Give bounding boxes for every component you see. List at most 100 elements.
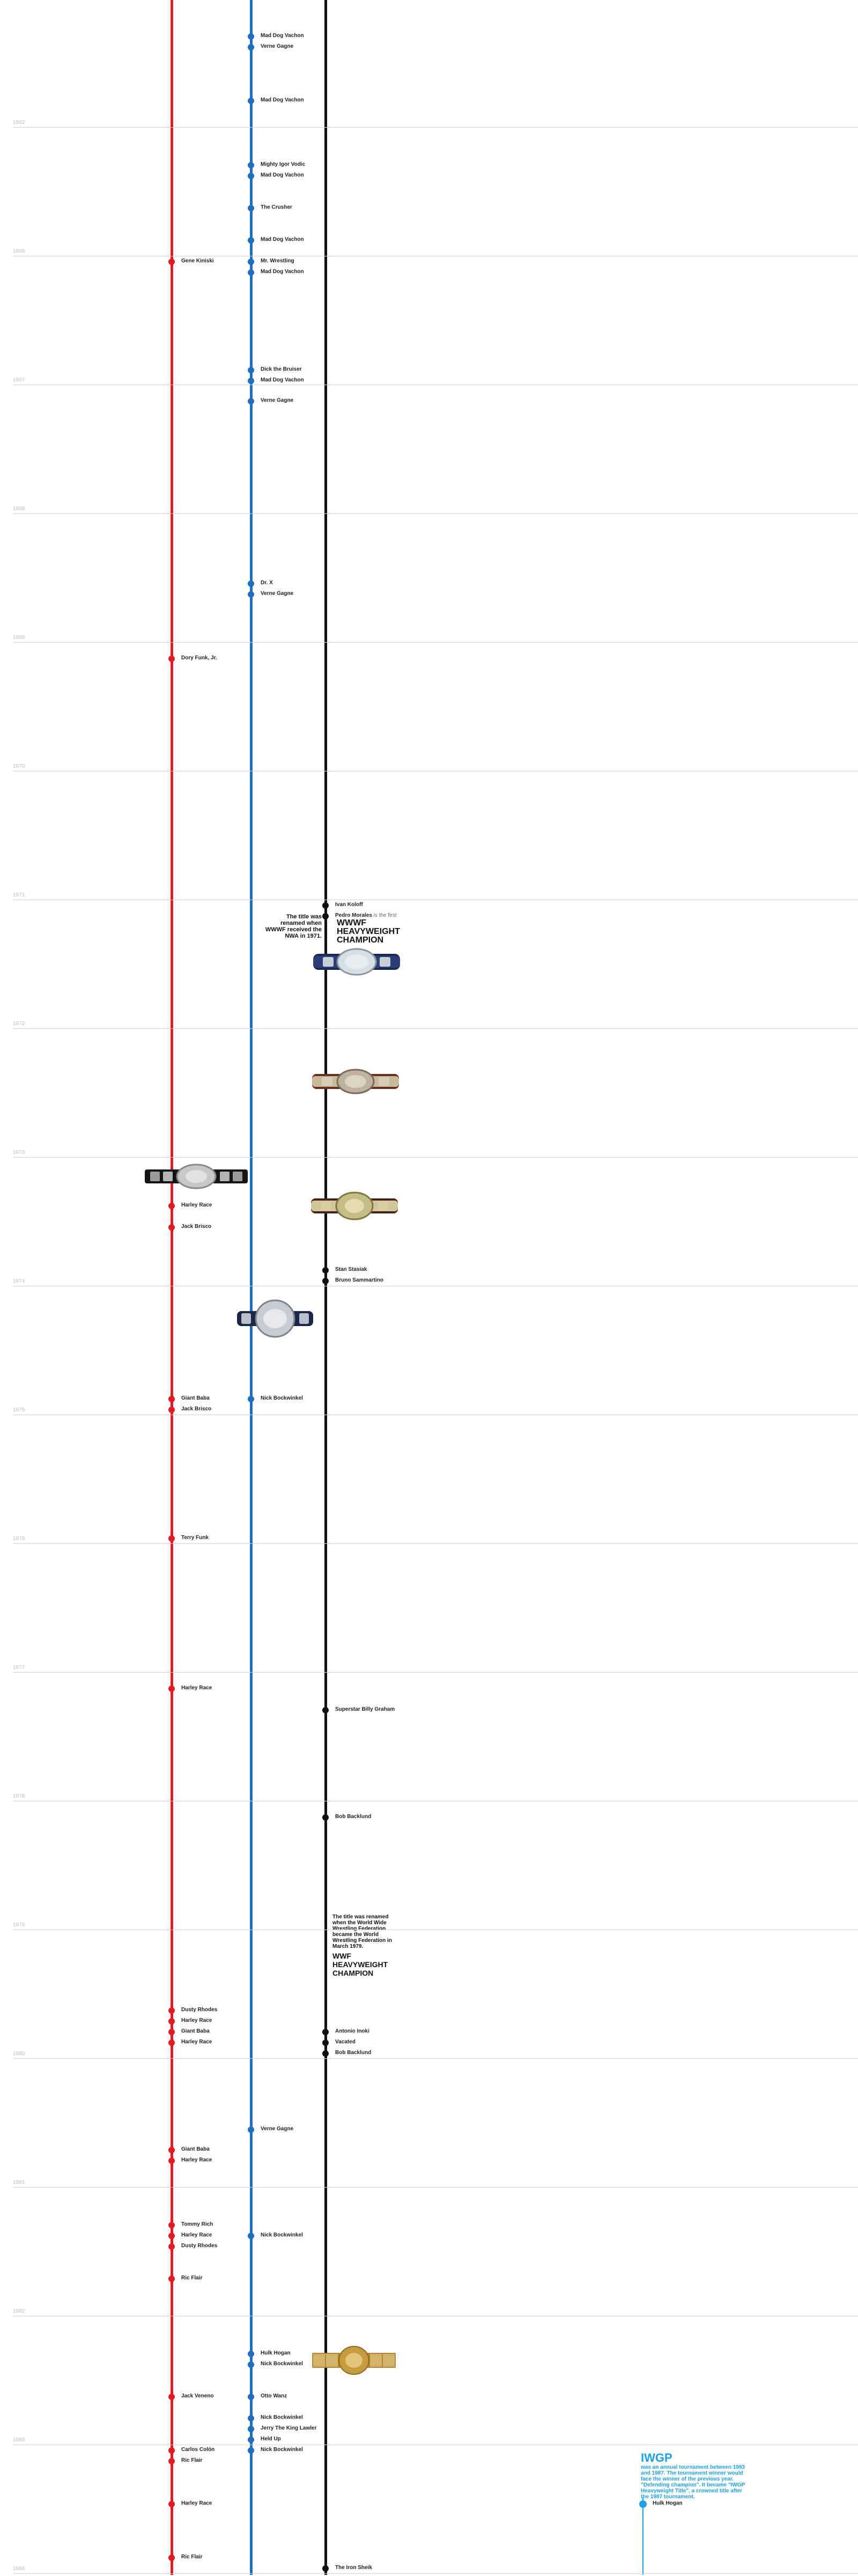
event-marker-dot[interactable]	[248, 2233, 254, 2239]
champion-name: Bob Backlund	[335, 2050, 372, 2056]
iwgp-note: IWGP was an annual tournament between 19…	[641, 2452, 748, 2500]
event-marker-dot[interactable]	[248, 259, 254, 265]
champion-name: Harley Race	[181, 2018, 212, 2023]
event-marker-dot[interactable]	[248, 591, 254, 598]
year-label: 1972	[13, 1021, 25, 1027]
event-marker-dot[interactable]	[248, 2126, 254, 2133]
event-marker-dot[interactable]	[248, 237, 254, 244]
event-marker-dot[interactable]	[248, 367, 254, 373]
event-marker-dot[interactable]	[168, 1203, 175, 1209]
event-marker-dot[interactable]	[322, 1707, 329, 1713]
event-marker-dot[interactable]	[322, 1814, 329, 1821]
event-marker-dot[interactable]	[168, 2447, 175, 2454]
event-marker-dot[interactable]	[168, 2158, 175, 2164]
event-marker-dot[interactable]	[168, 1535, 175, 1542]
champion-name: Dr. X	[261, 580, 273, 586]
event-marker-dot[interactable]	[322, 2029, 329, 2035]
champion-name-label: Verne Gagne	[261, 398, 293, 403]
event-marker-dot[interactable]	[168, 2147, 175, 2153]
event-marker-dot[interactable]	[248, 2447, 254, 2454]
event-marker-dot[interactable]	[168, 2394, 175, 2400]
event-marker-dot[interactable]	[248, 1396, 254, 1402]
year-label: 1971	[13, 892, 25, 898]
wwf-rename-text: The title was renamed when the World Wid…	[332, 1914, 392, 1949]
event-marker-dot[interactable]	[322, 913, 329, 919]
event-marker-dot[interactable]	[248, 2394, 254, 2400]
event-marker-dot[interactable]	[168, 259, 175, 265]
champion-name: Verne Gagne	[261, 398, 294, 403]
event-marker-dot[interactable]	[168, 2276, 175, 2282]
champion-name-label: Dusty Rhodes	[181, 2007, 217, 2013]
event-marker-dot[interactable]	[168, 2018, 175, 2025]
event-marker-dot[interactable]	[168, 2458, 175, 2464]
event-marker-dot[interactable]	[248, 269, 254, 276]
champion-name-label: Jack Brisco	[181, 1224, 211, 1230]
champion-name: Mad Dog Vachon	[261, 97, 304, 103]
event-marker-dot[interactable]	[322, 1278, 329, 1284]
champion-name-label: Ric Flair	[181, 2275, 202, 2281]
event-marker-dot[interactable]	[168, 2233, 175, 2239]
event-marker-dot[interactable]	[168, 1396, 175, 1402]
belt-wwwf-1	[311, 946, 402, 981]
event-marker-dot[interactable]	[248, 2361, 254, 2368]
champion-name: Gene Kiniski	[181, 258, 214, 264]
event-marker-dot[interactable]	[248, 2437, 254, 2443]
champion-name-label: Carlos Colón	[181, 2447, 214, 2453]
event-marker-dot[interactable]	[248, 98, 254, 104]
champion-name-label: The Iron Sheik	[335, 2565, 372, 2571]
event-marker-dot[interactable]	[168, 2501, 175, 2507]
champion-name: Mad Dog Vachon	[261, 172, 304, 178]
event-marker-dot[interactable]	[248, 33, 254, 40]
event-marker-dot[interactable]	[168, 2222, 175, 2228]
event-marker-dot[interactable]	[248, 2426, 254, 2432]
champion-name-label: Dusty Rhodes	[181, 2243, 217, 2249]
champion-name: Harley Race	[181, 2157, 212, 2163]
event-marker-dot[interactable]	[168, 656, 175, 662]
event-marker-dot[interactable]	[322, 1267, 329, 1274]
event-marker-dot[interactable]	[168, 2243, 175, 2250]
year-label: 1977	[13, 1665, 25, 1670]
event-marker-dot[interactable]	[248, 2351, 254, 2357]
event-marker-dot[interactable]	[168, 1407, 175, 1413]
event-marker-dot[interactable]	[322, 2565, 329, 2572]
champion-name: Superstar Billy Graham	[335, 1706, 395, 1712]
event-marker-dot[interactable]	[168, 2555, 175, 2561]
event-marker-dot[interactable]	[168, 2007, 175, 2014]
event-marker-dot[interactable]	[168, 2040, 175, 2046]
event-marker-dot[interactable]	[248, 173, 254, 179]
champion-name-label: Ric Flair	[181, 2554, 202, 2560]
event-marker-dot[interactable]	[168, 1224, 175, 1231]
event-marker-dot[interactable]	[248, 44, 254, 50]
champion-name-label: Otto Wanz	[261, 2393, 287, 2399]
champion-name-label: Antonio Inoki	[335, 2028, 369, 2034]
event-marker-dot[interactable]	[168, 2029, 175, 2035]
event-marker-dot[interactable]	[248, 205, 254, 211]
champion-name-label: Mad Dog Vachon	[261, 97, 304, 103]
champion-name: Otto Wanz	[261, 2393, 287, 2399]
event-marker-dot[interactable]	[248, 378, 254, 384]
champion-name-label: Mighty Igor Vodic	[261, 161, 305, 167]
event-marker-dot[interactable]	[322, 902, 329, 909]
champion-name: Mad Dog Vachon	[261, 33, 304, 39]
event-marker-dot[interactable]	[248, 580, 254, 587]
champion-name-label: Hulk Hogan	[261, 2350, 291, 2356]
year-label: 1982	[13, 2308, 25, 2314]
champion-name: Harley Race	[181, 1202, 212, 1208]
champion-name-label: Harley Race	[181, 1685, 212, 1691]
champion-name-label: Harley Race	[181, 2232, 212, 2238]
champion-name: Mr. Wrestling	[261, 258, 294, 264]
champion-name: Terry Funk	[181, 1535, 209, 1541]
event-marker-dot[interactable]	[322, 2050, 329, 2057]
belt-wwwf-2	[310, 1065, 401, 1100]
champion-name: Nick Bockwinkel	[261, 2447, 303, 2453]
event-marker-dot[interactable]	[168, 1686, 175, 1692]
year-label: 1970	[13, 763, 25, 769]
event-marker-dot[interactable]	[639, 2500, 647, 2508]
year-label: 1981	[13, 2180, 25, 2185]
event-marker-dot[interactable]	[248, 2415, 254, 2422]
awa-title-line	[250, 0, 253, 2575]
event-marker-dot[interactable]	[248, 398, 254, 404]
event-marker-dot[interactable]	[322, 2040, 329, 2046]
event-marker-dot[interactable]	[248, 162, 254, 168]
